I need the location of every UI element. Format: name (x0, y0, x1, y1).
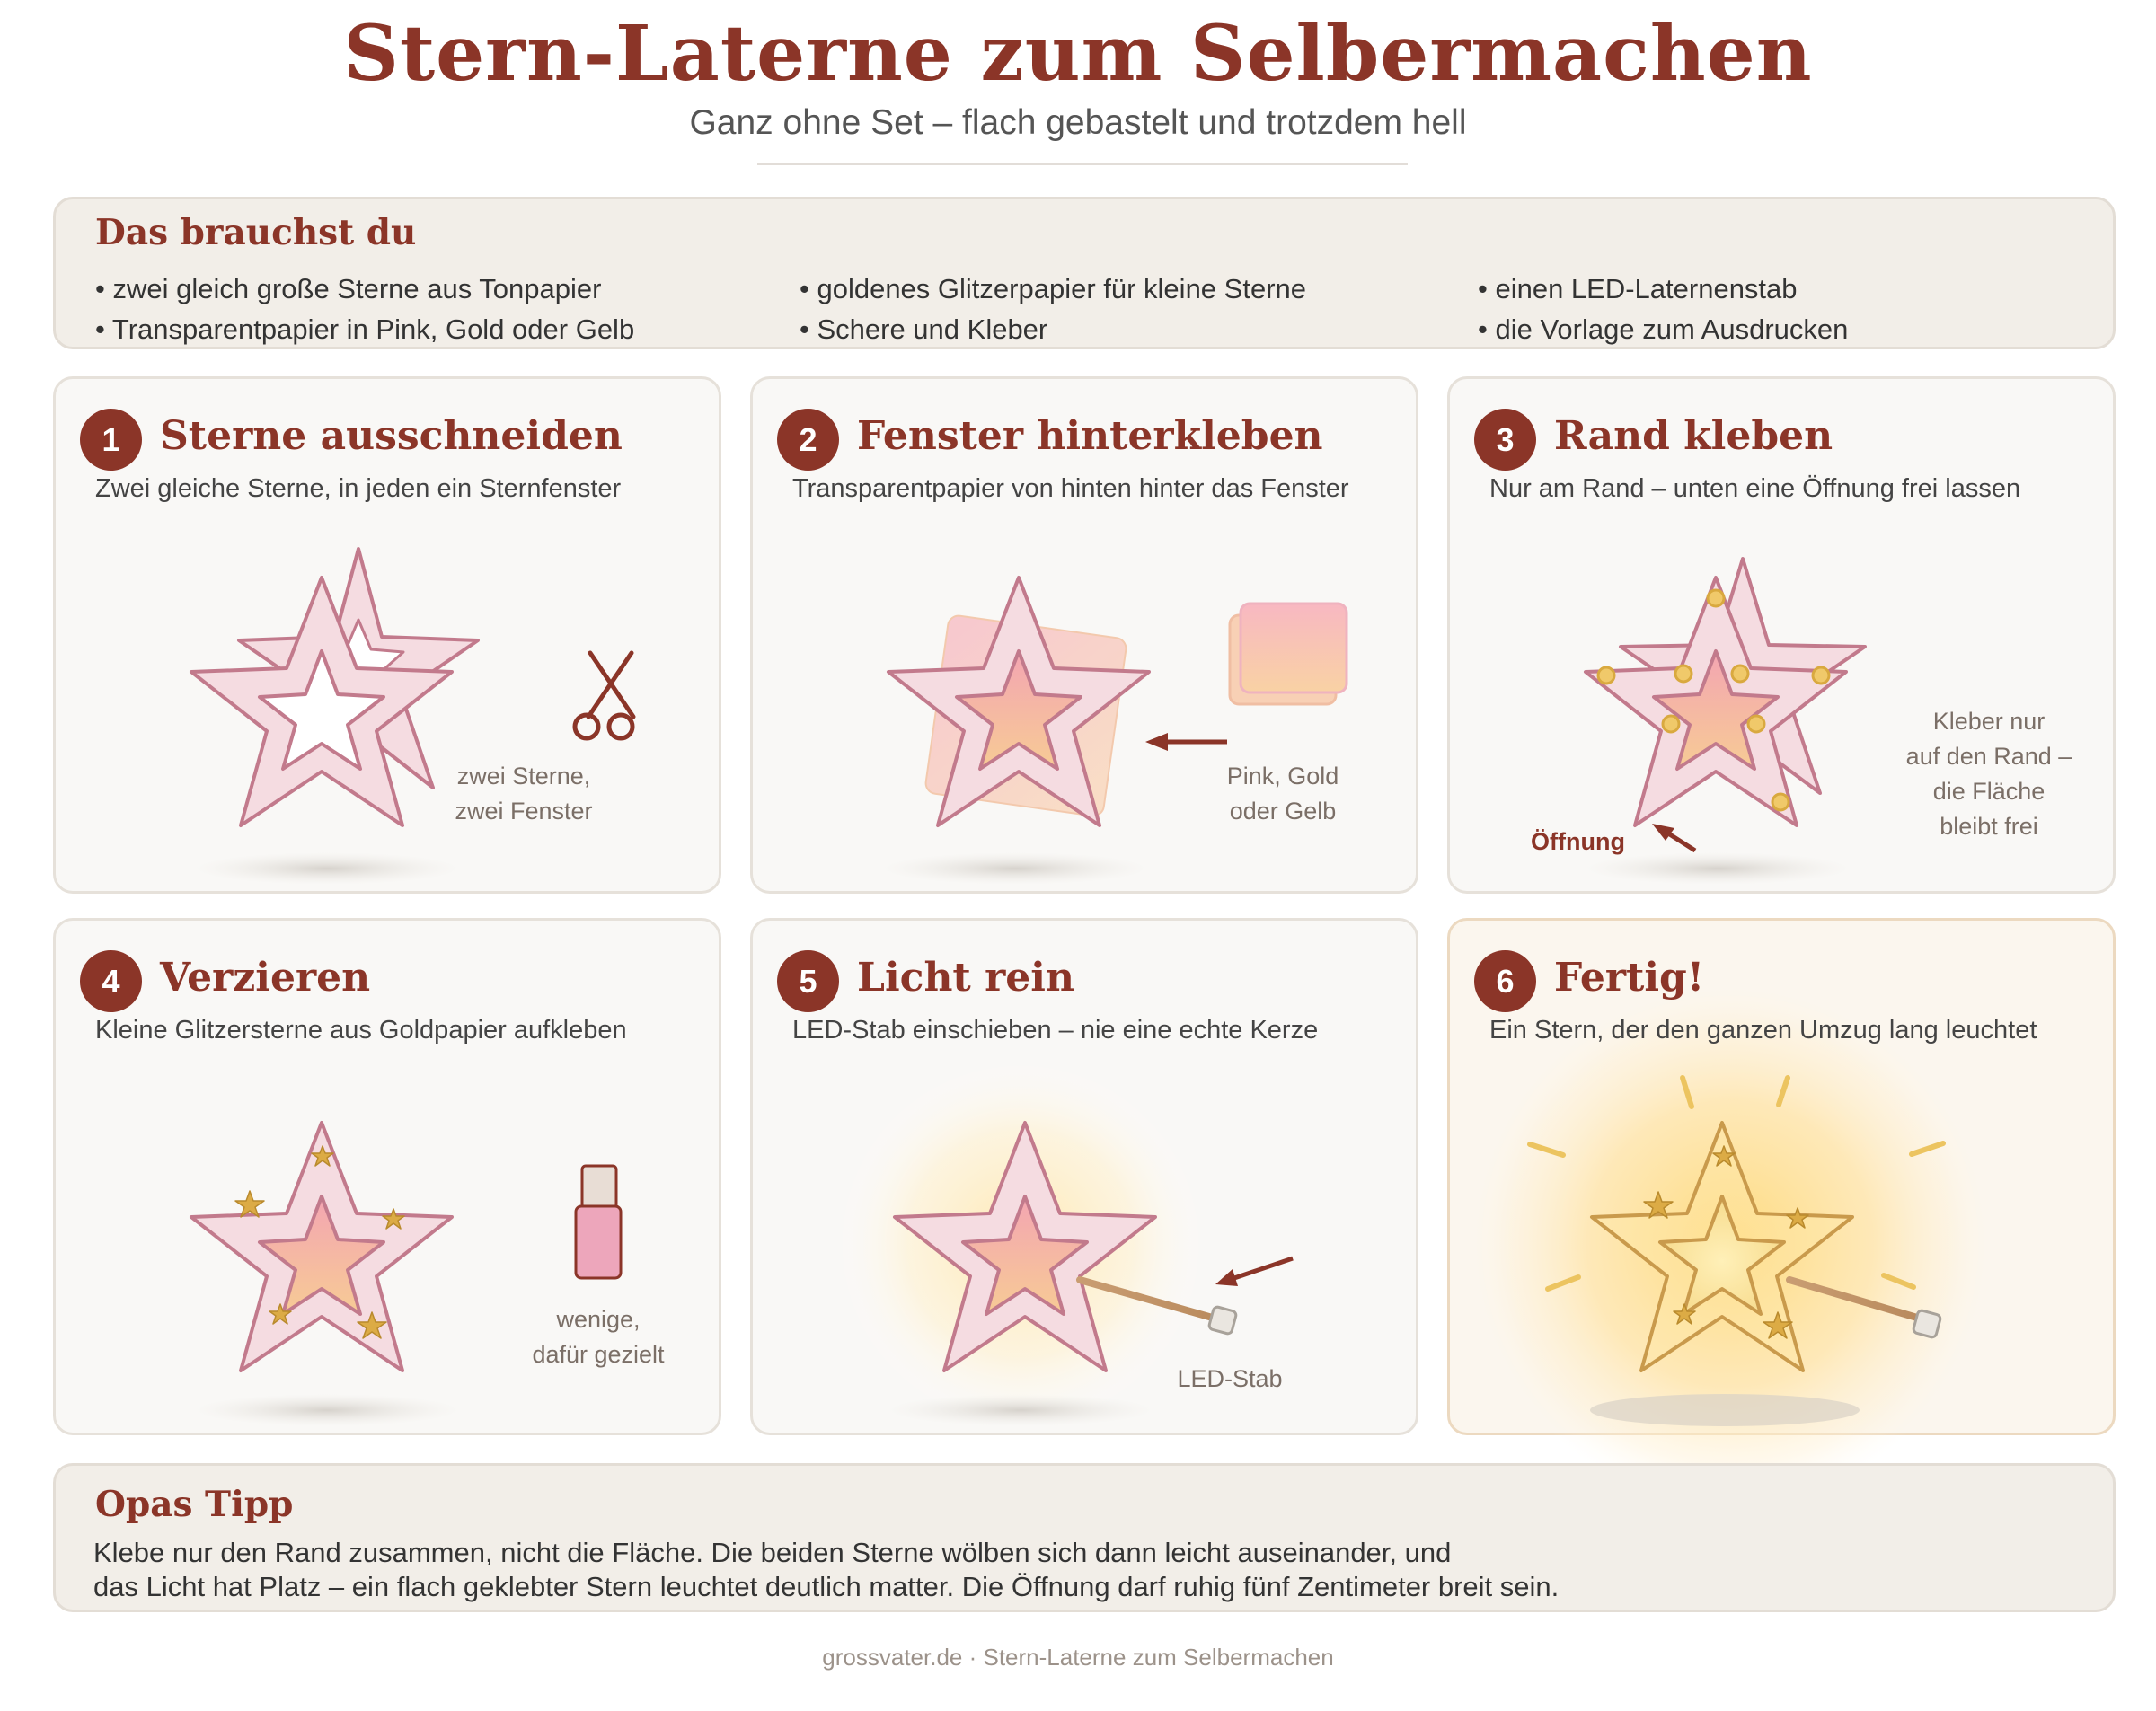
step-3-note: Kleber nur auf den Rand – die Fläche ble… (1905, 708, 2072, 841)
glowing-star-icon (1590, 1121, 1854, 1372)
glitter-star-icon (1643, 1145, 1809, 1339)
page-title: Stern-Laterne zum Selbermachen (343, 9, 1813, 99)
material-item: • Schere und Kleber (800, 313, 1048, 345)
step-1-note: zwei Sterne, zwei Fenster (455, 763, 593, 825)
step-description: Ein Stern, der den ganzen Umzug lang leu… (1489, 1016, 2037, 1045)
step-title: Licht rein (857, 955, 1074, 1001)
material-item: • goldenes Glitzerpapier für kleine Ster… (800, 273, 1306, 304)
glitter-star-icon (234, 1145, 405, 1339)
front-star-icon (1584, 576, 1848, 827)
step-card-2: Pink, Gold oder Gelb 2 Fenster hinterkle… (750, 376, 1418, 894)
step-1-illustration (190, 547, 636, 885)
tip-title: Opas Tipp (95, 1484, 294, 1525)
glue-dots-icon (1596, 588, 1831, 812)
step-card-3: Öffnung Kleber nur auf den Rand – die Fl… (1447, 376, 2116, 894)
led-stick-icon (1076, 1276, 1238, 1336)
shadow (194, 852, 460, 885)
footer: grossvater.de · Stern-Laterne zum Selber… (822, 1644, 1334, 1671)
step-5-illustration (832, 1055, 1294, 1433)
front-star-icon (190, 576, 454, 827)
step-title: Fertig! (1554, 955, 1705, 1001)
page-subtitle: Ganz ohne Set – flach gebastelt und trot… (689, 103, 1467, 142)
shadow (888, 1394, 1153, 1426)
paper-sheets-icon (1228, 602, 1348, 706)
arrow-icon (1145, 733, 1227, 751)
shadow (1585, 852, 1851, 885)
title-divider (757, 163, 1408, 165)
materials-title: Das brauchst du (95, 212, 417, 253)
step-2-illustration (882, 576, 1348, 885)
step-card-6: 6 Fertig! Ein Stern, der den ganzen Umzu… (1447, 918, 2116, 1504)
step-number-badge: 5 (777, 950, 839, 1012)
led-stick-icon (1786, 1276, 1942, 1339)
step-description: LED-Stab einschieben – nie eine echte Ke… (792, 1016, 1319, 1045)
step-number-badge: 6 (1474, 950, 1536, 1012)
step-description: Nur am Rand – unten eine Öffnung frei la… (1489, 474, 2021, 503)
star-with-window-icon (190, 1121, 454, 1372)
light-rays-icon (1527, 1075, 1946, 1292)
tip-box: Opas Tipp (53, 1463, 2116, 1612)
shadow (1590, 1394, 1860, 1426)
opening-label: Öffnung (1531, 828, 1625, 855)
tip-text-line: Klebe nur den Rand zusammen, nicht die F… (93, 1537, 1452, 1568)
step-title: Verzieren (160, 955, 371, 1001)
step-6-illustration (1470, 983, 1991, 1504)
step-description: Kleine Glitzersterne aus Goldpapier aufk… (95, 1016, 627, 1045)
step-2-note: Pink, Gold oder Gelb (1226, 763, 1339, 825)
glue-bottle-icon (574, 1164, 623, 1280)
materials-box: Das brauchst du • zwei gleich große Ster… (53, 197, 2116, 349)
shadow (194, 1394, 460, 1426)
step-number-badge: 1 (80, 409, 142, 471)
scissors-icon (572, 650, 636, 741)
material-item: • Transparentpapier in Pink, Gold oder G… (95, 313, 635, 345)
step-number-badge: 2 (777, 409, 839, 471)
step-description: Zwei gleiche Sterne, in jeden ein Sternf… (95, 474, 622, 503)
material-item: • die Vorlage zum Ausdrucken (1478, 313, 1849, 345)
arrow-icon (1215, 1256, 1294, 1286)
star-with-window-icon (887, 576, 1151, 827)
step-4-note: wenige, dafür gezielt (532, 1306, 665, 1369)
material-item: • zwei gleich große Sterne aus Tonpapier (95, 273, 602, 304)
step-card-1: zwei Sterne, zwei Fenster 1 Sterne aussc… (53, 376, 721, 894)
opening-arrow-icon (1652, 824, 1697, 853)
step-3-illustration (1584, 557, 1867, 885)
step-card-5: LED-Stab 5 Licht rein LED-Stab einschieb… (750, 918, 1418, 1435)
step-number-badge: 3 (1474, 409, 1536, 471)
step-title: Sterne ausschneiden (160, 413, 623, 459)
tip-text-line: das Licht hat Platz – ein flach geklebte… (93, 1571, 1560, 1602)
shadow (882, 852, 1148, 885)
star-with-window-icon (893, 1121, 1157, 1372)
step-card-4: wenige, dafür gezielt 4 Verzieren Kleine… (53, 918, 721, 1435)
led-stick-label: LED-Stab (1177, 1365, 1283, 1392)
step-title: Fenster hinterkleben (857, 413, 1323, 459)
material-item: • einen LED-Laternenstab (1478, 273, 1798, 304)
step-description: Transparentpapier von hinten hinter das … (792, 474, 1349, 503)
step-4-illustration (190, 1121, 623, 1426)
step-title: Rand kleben (1554, 413, 1833, 459)
step-number-badge: 4 (80, 950, 142, 1012)
